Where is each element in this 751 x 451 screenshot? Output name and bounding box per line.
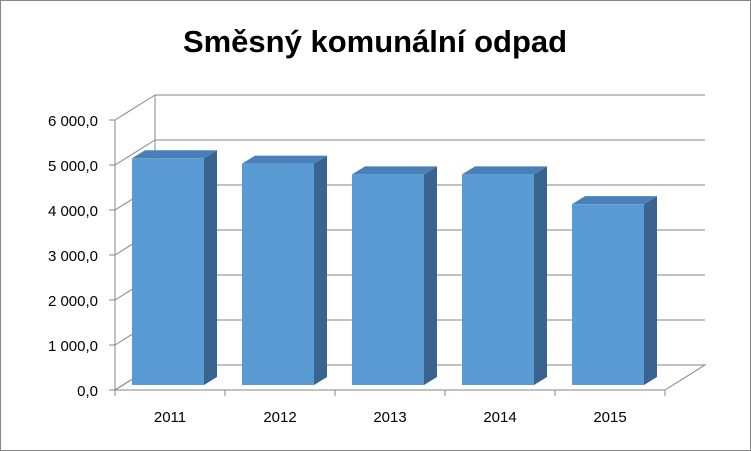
bar-front: [462, 174, 534, 385]
x-tick-label: 2012: [263, 409, 296, 426]
bar: [462, 166, 547, 385]
y-tick-label: 5 000,0: [48, 158, 98, 175]
bar-side: [204, 150, 217, 385]
y-tick-label: 2 000,0: [48, 293, 98, 310]
bar-side: [424, 166, 437, 385]
chart-title: Směsný komunální odpad: [183, 24, 567, 59]
x-tick-label: 2014: [483, 409, 516, 426]
bar-top: [132, 150, 217, 159]
y-tick-label: 1 000,0: [48, 338, 98, 355]
grid-line: [114, 139, 156, 166]
bar: [572, 196, 657, 385]
bar-side: [534, 166, 547, 385]
y-tick-label: 0,0: [77, 383, 98, 400]
bar: [242, 155, 327, 385]
bar-side: [314, 155, 327, 385]
bar-front: [242, 163, 314, 385]
bar: [132, 150, 217, 385]
bar-top: [572, 196, 657, 205]
bar: [352, 166, 437, 385]
y-tick-label: 4 000,0: [48, 203, 98, 220]
grid-line: [114, 94, 156, 121]
bar-front: [352, 174, 424, 385]
bar-top: [352, 166, 437, 175]
bar-top: [242, 155, 327, 164]
x-tick-label: 2011: [154, 409, 186, 426]
x-tick-label: 2013: [373, 409, 406, 426]
x-tick-label: 2015: [593, 409, 626, 426]
bar-side: [644, 196, 657, 385]
bar-front: [572, 204, 644, 385]
y-tick-label: 6 000,0: [48, 113, 98, 130]
bar-top: [462, 166, 547, 175]
y-tick-label: 3 000,0: [48, 248, 98, 265]
bar-front: [132, 158, 204, 385]
